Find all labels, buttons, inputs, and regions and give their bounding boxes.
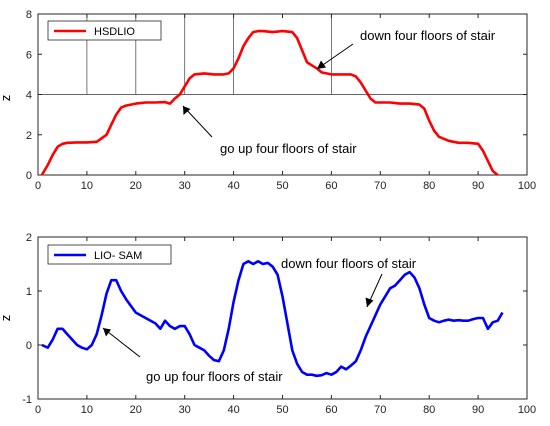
y-tick-label-bottom: -1 xyxy=(22,394,32,406)
x-tick-label-bottom: 60 xyxy=(325,404,337,416)
arrow-up-bottom xyxy=(102,327,141,358)
legend-label-lio-sam: LIO- SAM xyxy=(94,250,142,262)
legend-bottom: LIO- SAM xyxy=(47,244,172,265)
y-tick-label-top: 4 xyxy=(26,90,32,102)
annotations-top: go up four floors of stair down four flo… xyxy=(182,28,496,156)
x-tick-label-top: 70 xyxy=(374,180,386,192)
x-tick-label-bottom: 10 xyxy=(81,404,93,416)
y-tick-label-top: 0 xyxy=(26,170,32,182)
x-tick-label-top: 50 xyxy=(276,180,288,192)
x-tick-label-bottom: 20 xyxy=(130,404,142,416)
y-tick-label-top: 2 xyxy=(26,130,32,142)
annotation-go-up-bottom: go up four floors of stair xyxy=(146,369,283,384)
arrowhead-up-top xyxy=(183,106,191,115)
arrowhead-up-bottom xyxy=(103,328,111,337)
legend-box-top xyxy=(47,20,162,41)
series-line-lio-sam xyxy=(41,260,504,378)
x-tick-label-bottom: 40 xyxy=(227,404,239,416)
arrowhead-down-bottom xyxy=(365,297,374,307)
chart-hsdlio: 0 10 20 30 40 50 60 70 80 90 100 0 2 4 6 8 z HSDLIO go … xyxy=(0,9,536,192)
annotation-down-bottom: down four floors of stair xyxy=(281,256,417,271)
legend-label-hsdlio: HSDLIO xyxy=(94,26,135,38)
x-tick-label-top: 60 xyxy=(325,180,337,192)
y-tick-label-bottom: 1 xyxy=(26,286,32,298)
x-tick-label-top: 0 xyxy=(35,180,41,192)
x-tick-label-bottom: 50 xyxy=(276,404,288,416)
x-tick-label-bottom: 30 xyxy=(179,404,191,416)
arrowhead-down-top xyxy=(317,60,326,69)
series-line-hsdlio xyxy=(40,29,499,177)
x-tick-label-top: 20 xyxy=(130,180,142,192)
y-axis-label-bottom: z xyxy=(0,315,13,322)
x-tick-label-bottom: 90 xyxy=(472,404,484,416)
legend-box-bottom xyxy=(47,244,172,265)
y-tick-label-bottom: 2 xyxy=(26,232,32,244)
x-tick-label-top: 10 xyxy=(81,180,93,192)
x-tick-label-top: 90 xyxy=(472,180,484,192)
x-tick-label-bottom: 100 xyxy=(518,404,536,416)
x-tick-label-bottom: 80 xyxy=(423,404,435,416)
x-tick-label-bottom: 0 xyxy=(35,404,41,416)
annotation-go-up-top: go up four floors of stair xyxy=(220,141,357,156)
x-tick-label-bottom: 70 xyxy=(374,404,386,416)
x-tick-label-top: 40 xyxy=(227,180,239,192)
y-tick-label-top: 8 xyxy=(26,9,32,21)
y-tick-label-top: 6 xyxy=(26,49,32,61)
x-tick-label-top: 80 xyxy=(423,180,435,192)
y-axis-label-top: z xyxy=(0,95,13,102)
x-tick-label-top: 100 xyxy=(518,180,536,192)
axis-ticks-top: 0 10 20 30 40 50 60 70 80 90 100 0 2 4 6 8 xyxy=(26,9,536,192)
y-tick-label-bottom: 0 xyxy=(26,340,32,352)
legend-top: HSDLIO xyxy=(47,20,162,41)
annotations-bottom: go up four floors of stair down four flo… xyxy=(102,256,417,384)
x-tick-label-top: 30 xyxy=(179,180,191,192)
annotation-down-top: down four floors of stair xyxy=(360,28,496,43)
